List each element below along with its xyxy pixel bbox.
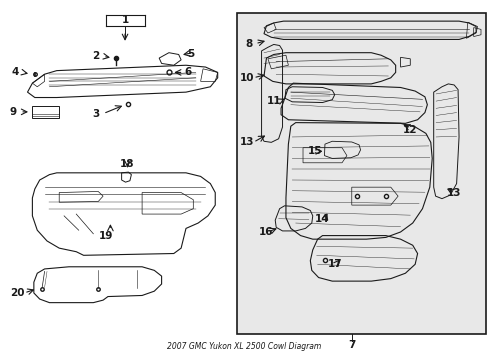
Text: 2007 GMC Yukon XL 2500 Cowl Diagram: 2007 GMC Yukon XL 2500 Cowl Diagram [167,342,321,351]
Text: 1: 1 [121,15,128,26]
Text: 11: 11 [266,96,281,106]
Text: 14: 14 [315,215,329,224]
Text: 5: 5 [187,49,194,59]
Text: 15: 15 [307,146,322,156]
Text: 2: 2 [92,51,99,61]
Text: 3: 3 [92,109,99,119]
Text: 7: 7 [347,340,355,350]
Text: 8: 8 [245,39,252,49]
Text: 12: 12 [402,125,417,135]
Text: 18: 18 [120,159,135,169]
Text: 10: 10 [239,73,254,83]
Text: 17: 17 [327,259,341,269]
Bar [32,106,59,118]
Text: 13: 13 [239,138,254,147]
Text: 20: 20 [10,288,25,298]
Text: 19: 19 [98,231,113,240]
Text: 13: 13 [446,188,461,198]
Text: 16: 16 [259,227,273,237]
Text: 6: 6 [184,67,192,77]
Bar [237,13,485,334]
Text: 4: 4 [12,67,19,77]
Text: 9: 9 [9,107,17,117]
